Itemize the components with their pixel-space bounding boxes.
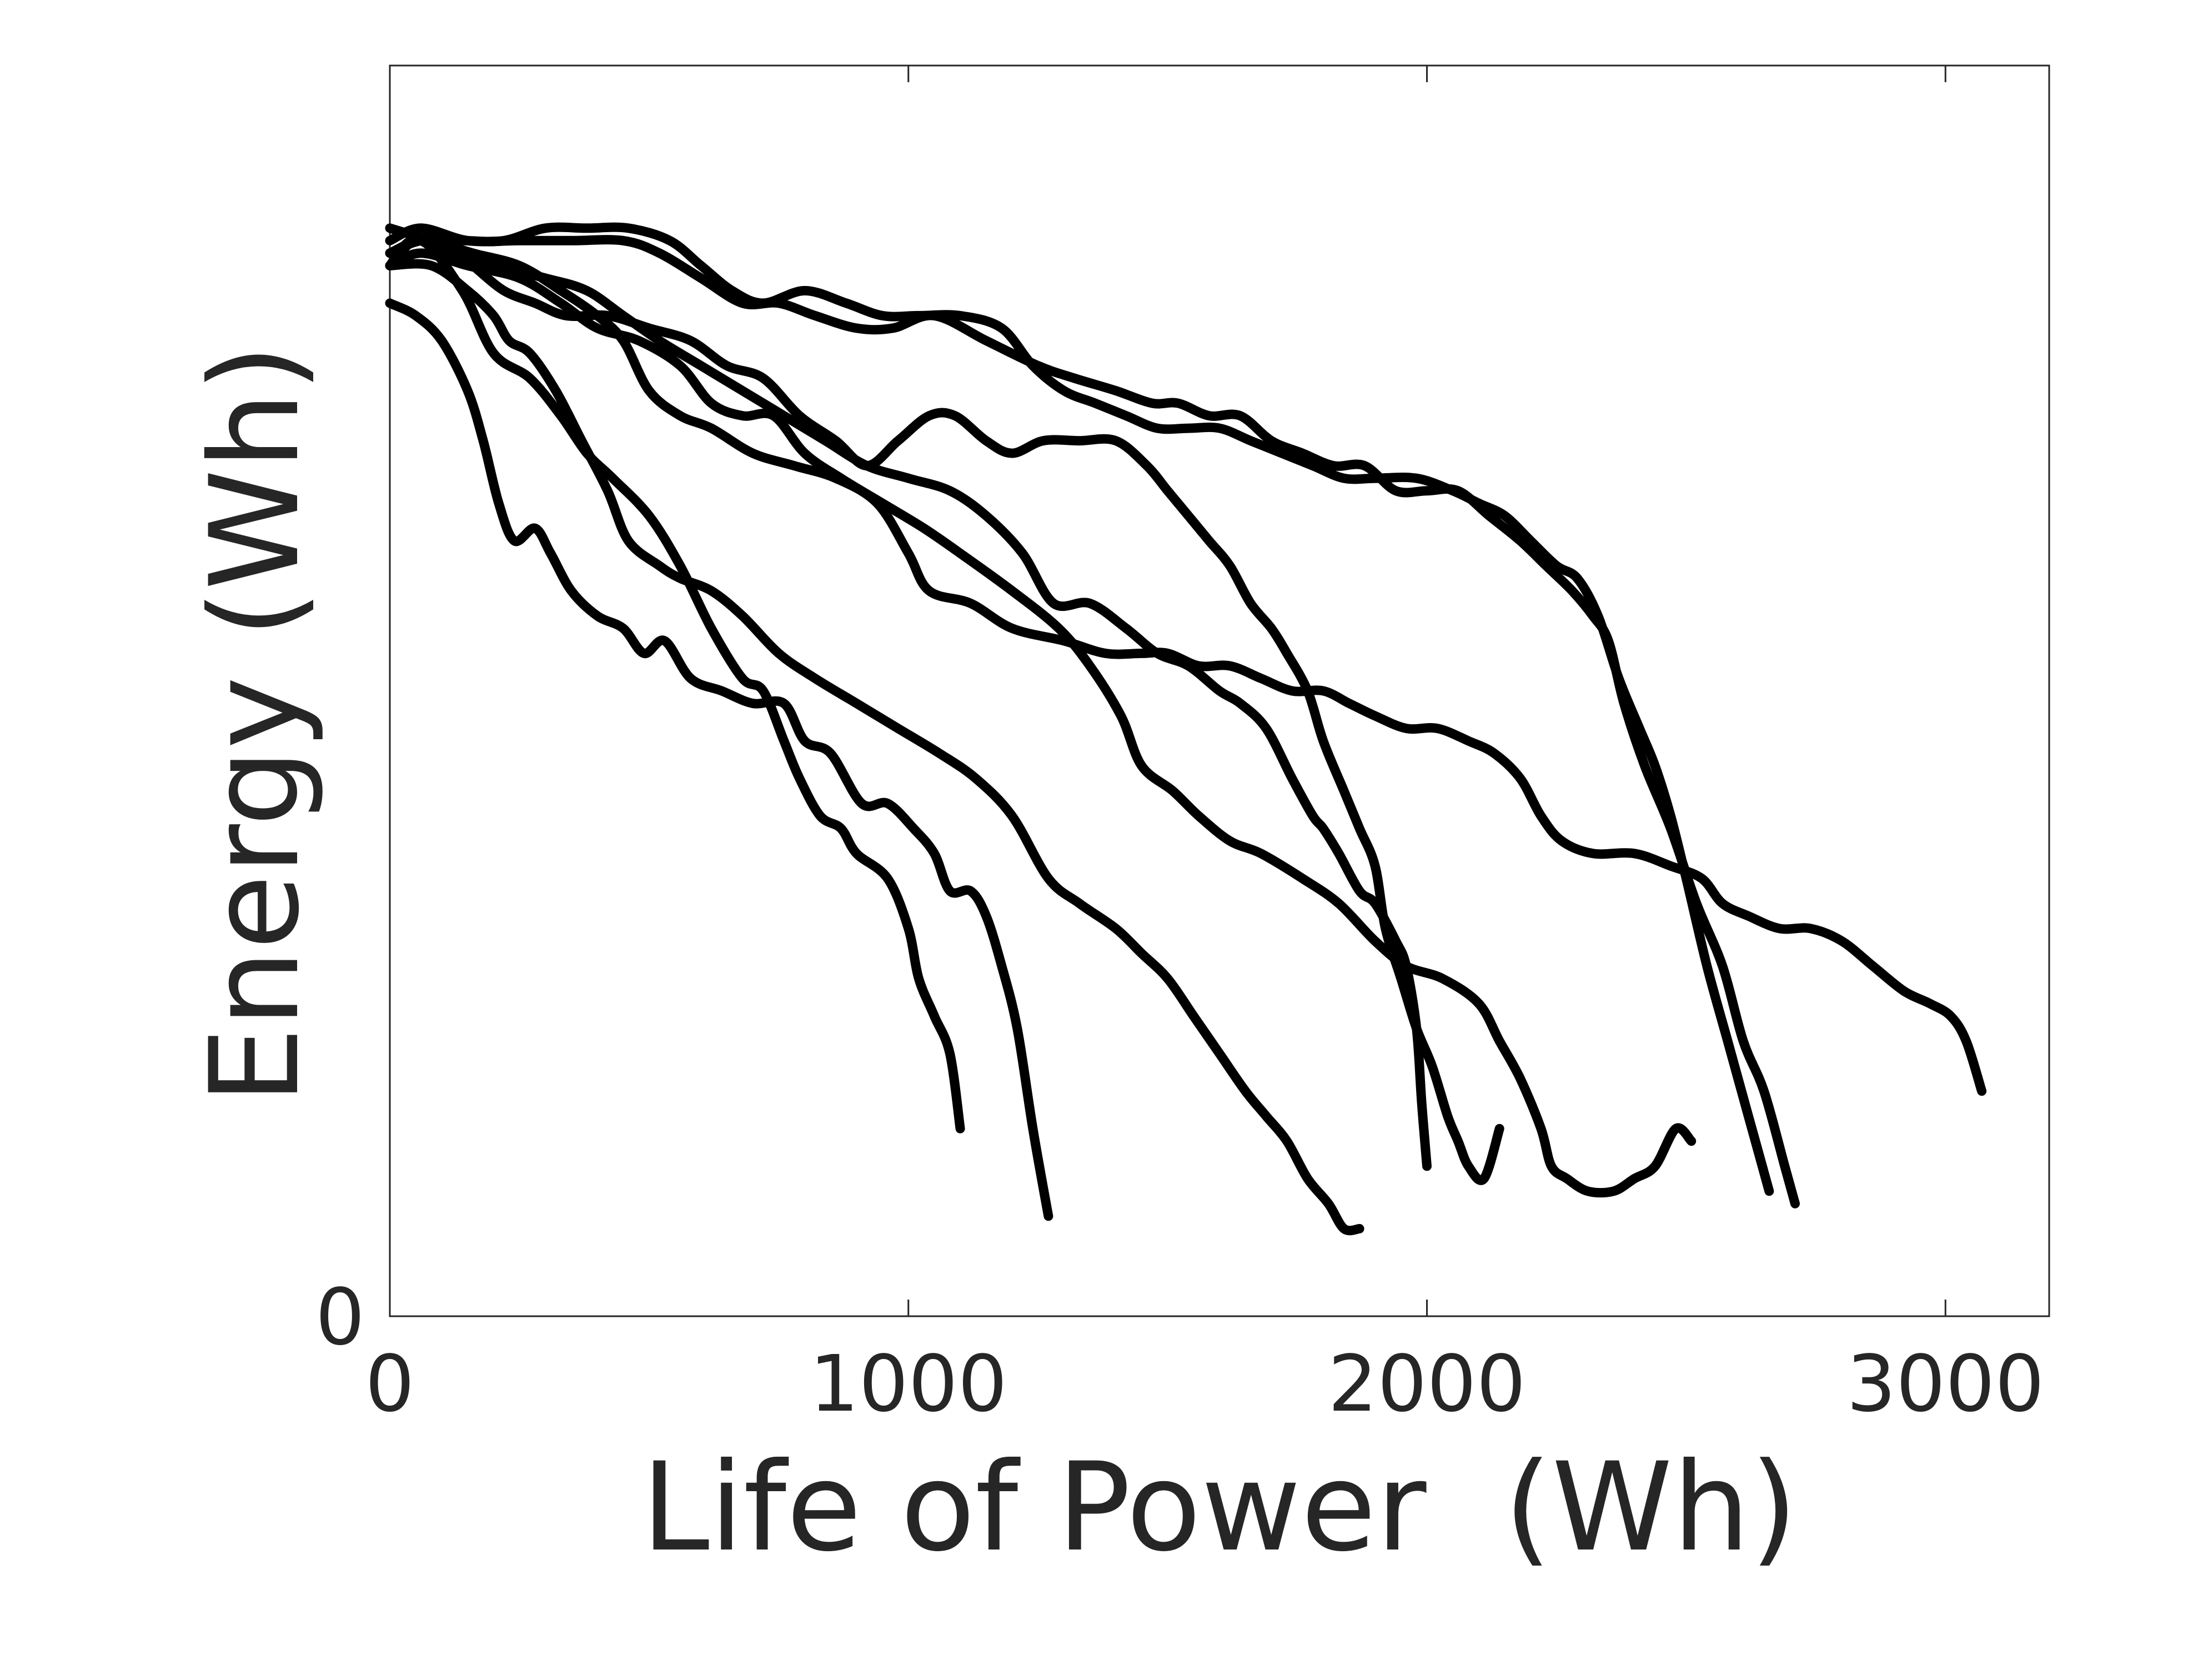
x-tick-label: 1000 <box>810 1339 1007 1430</box>
series-line-1 <box>385 235 965 1134</box>
series-line-2 <box>385 298 1053 1221</box>
series-line-8 <box>385 223 1987 1096</box>
series-line-7 <box>385 248 1697 1198</box>
y-axis-label: Energy (Wh) <box>184 344 326 1105</box>
x-tick-label: 0 <box>365 1339 414 1430</box>
series-layer <box>385 222 1987 1236</box>
x-tick-label: 2000 <box>1328 1339 1525 1430</box>
x-axis-label: Life of Power (Wh) <box>641 1436 1798 1578</box>
axis-ticks <box>389 66 1946 1316</box>
tick-labels: 0 1000 2000 3000 0 <box>315 1272 2044 1430</box>
series-line-3 <box>385 259 1364 1236</box>
series-line-5 <box>385 233 1504 1185</box>
x-tick-label: 3000 <box>1846 1339 2044 1430</box>
y-tick-label: 0 <box>315 1272 365 1363</box>
series-line-9 <box>385 222 1774 1196</box>
